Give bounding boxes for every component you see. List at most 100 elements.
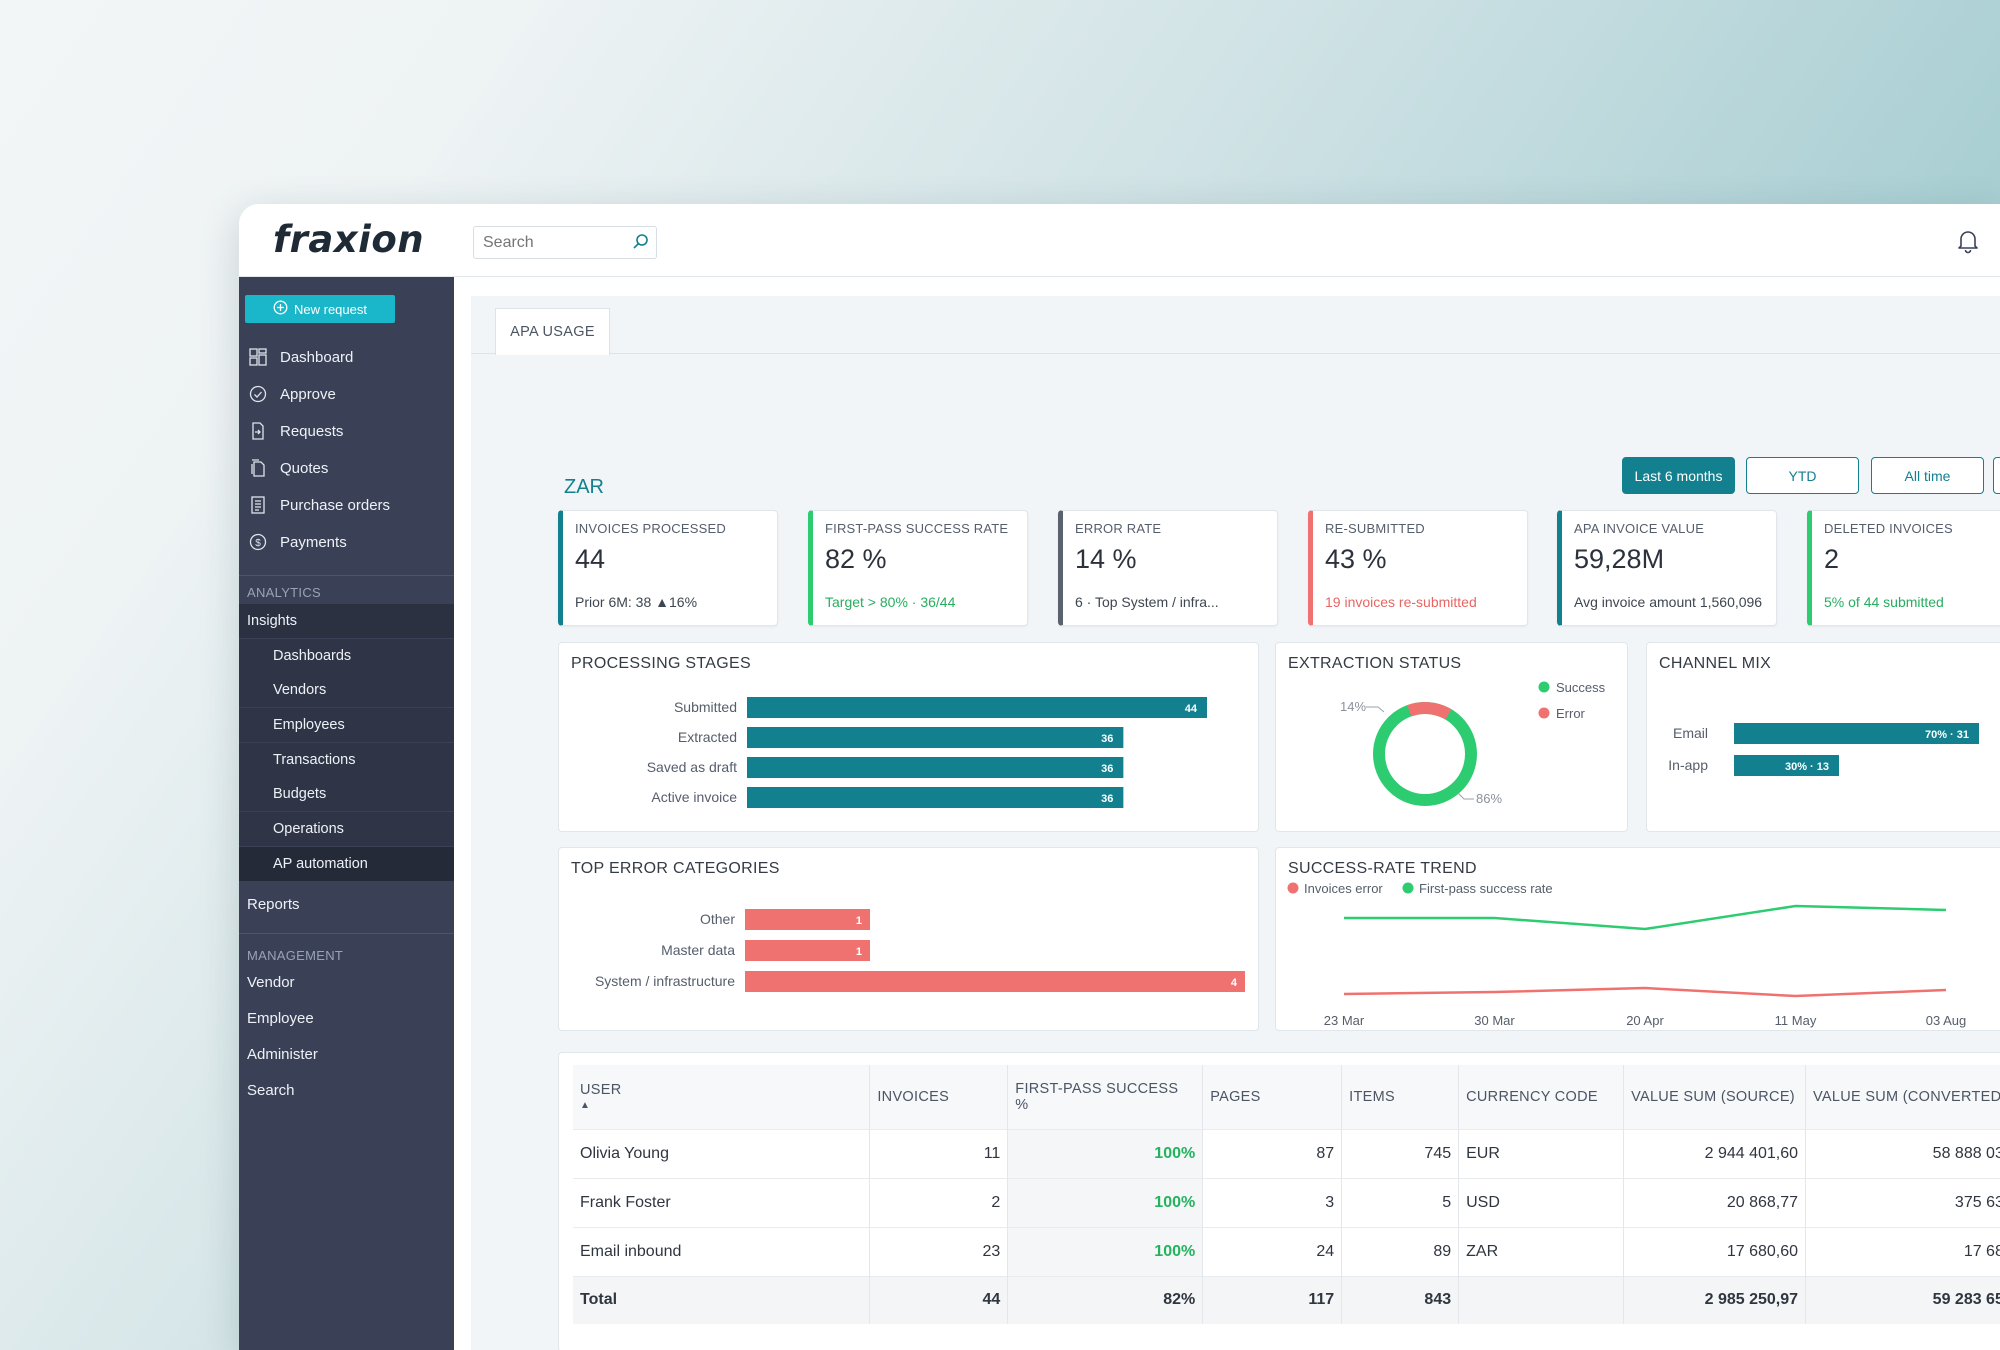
series-line <box>1344 904 1947 931</box>
table-cell: 20 868,77 <box>1623 1177 1807 1227</box>
bar <box>745 909 870 930</box>
kpi-first-pass-success-rate: FIRST-PASS SUCCESS RATE 82 % Target > 80… <box>808 510 1028 626</box>
sidebar: New request Dashboard Approve Requests Q… <box>239 277 454 1350</box>
sidebar-item-quotes[interactable]: Quotes <box>239 452 454 484</box>
table-cell: 100% <box>1007 1177 1204 1227</box>
table-cell: 2 <box>869 1177 1009 1227</box>
legend-label: First-pass success rate <box>1419 881 1553 896</box>
sidebar-subitem-ap-automation[interactable]: AP automation <box>239 847 454 881</box>
sidebar-item-employee[interactable]: Employee <box>247 1009 314 1027</box>
sidebar-item-vendor[interactable]: Vendor <box>247 973 295 991</box>
tab-bar: APA USAGE <box>471 296 2000 355</box>
tab-apa-usage[interactable]: APA USAGE <box>495 308 610 355</box>
panel-title: TOP ERROR CATEGORIES <box>571 860 780 877</box>
kpi-apa-invoice-value: APA INVOICE VALUE 59,28M Avg invoice amo… <box>1557 510 1777 626</box>
sidebar-item-search[interactable]: Search <box>247 1081 295 1099</box>
list-document-icon <box>248 495 268 515</box>
column-header-value-converted[interactable]: VALUE SUM (CONVERTED) <box>1805 1065 2000 1129</box>
fraxion-logo[interactable]: fraxion <box>273 218 425 261</box>
kpi-label: FIRST-PASS SUCCESS RATE <box>825 521 1009 536</box>
sidebar-subitem-dashboards[interactable]: Dashboards <box>239 639 454 673</box>
search-icon[interactable] <box>632 233 650 256</box>
sidebar-item-requests[interactable]: Requests <box>239 415 454 447</box>
new-request-button[interactable]: New request <box>245 295 395 323</box>
search-input[interactable] <box>483 234 623 252</box>
search-box[interactable] <box>473 226 657 259</box>
top-error-categories-panel: TOP ERROR CATEGORIES Other 1 Master data 1 S… <box>558 847 1259 1031</box>
range-all-time-button[interactable]: All time <box>1871 457 1984 494</box>
table-cell: 24 <box>1202 1226 1343 1276</box>
sidebar-divider <box>239 575 454 576</box>
table-cell: USD <box>1458 1177 1625 1227</box>
user-table: USER ▲ INVOICES FIRST-PASS SUCCESS % PAGE… <box>573 1065 2000 1324</box>
table-cell: 3 <box>1202 1177 1343 1227</box>
range-ytd-button[interactable]: YTD <box>1746 457 1859 494</box>
bar <box>747 727 1124 748</box>
bar-category-label: Extracted <box>678 729 737 745</box>
column-header-user[interactable]: USER ▲ <box>573 1065 871 1129</box>
bar-category-label: In-app <box>1668 757 1708 773</box>
legend-label: Success <box>1556 680 1606 695</box>
sidebar-item-approve[interactable]: Approve <box>239 378 454 410</box>
sidebar-item-administer[interactable]: Administer <box>247 1045 318 1063</box>
donut-slice-success <box>1373 702 1477 806</box>
table-row[interactable]: Email inbound 23 100% 24 89 ZAR 17 680,60 17 68… <box>573 1226 2000 1276</box>
bar-value-label: 44 <box>1185 703 1198 715</box>
table-cell: 82% <box>1007 1275 1204 1324</box>
sidebar-item-label: Payments <box>280 533 347 551</box>
column-header-currency-code[interactable]: CURRENCY CODE <box>1458 1065 1625 1129</box>
kpi-re-submitted: RE-SUBMITTED 43 % 19 invoices re-submitt… <box>1308 510 1528 626</box>
sidebar-item-label: Purchase orders <box>280 496 391 514</box>
donut-label-success: 86% <box>1476 791 1502 806</box>
kpi-subtext: 6 · Top System / infra... <box>1075 594 1219 610</box>
sidebar-item-purchase-orders[interactable]: Purchase orders <box>239 489 454 521</box>
bar-value-label: 1 <box>856 915 862 927</box>
bar-category-label: Email <box>1673 725 1708 741</box>
sidebar-subitem-operations[interactable]: Operations <box>239 812 454 846</box>
column-header-first-pass[interactable]: FIRST-PASS SUCCESS % <box>1007 1065 1204 1129</box>
column-header-pages[interactable]: PAGES <box>1202 1065 1343 1129</box>
column-header-value-source[interactable]: VALUE SUM (SOURCE) <box>1623 1065 1807 1129</box>
bar <box>1734 755 1839 776</box>
bar-category-label: Master data <box>661 942 735 958</box>
kpi-label: RE-SUBMITTED <box>1325 521 1425 536</box>
kpi-value: 59,28M <box>1574 544 1665 574</box>
processing-stages-panel: PROCESSING STAGES Submitted 44 Extracted 36… <box>558 642 1259 832</box>
plus-circle-icon <box>273 300 288 318</box>
dollar-circle-icon: $ <box>248 532 268 552</box>
sort-asc-icon[interactable]: ▲ <box>580 1100 591 1112</box>
legend-dot <box>1538 681 1550 693</box>
column-header-invoices[interactable]: INVOICES <box>869 1065 1009 1129</box>
app-window: fraxion New request Dashboard Approve Re… <box>239 204 2000 1350</box>
kpi-value: 2 <box>1824 544 1840 574</box>
sidebar-subitem-employees[interactable]: Employees <box>239 708 454 742</box>
panel-title: SUCCESS-RATE TREND <box>1288 860 1477 877</box>
sidebar-subitem-vendors[interactable]: Vendors <box>239 673 454 707</box>
table-cell: 87 <box>1202 1128 1343 1178</box>
legend-dot <box>1402 882 1414 894</box>
documents-icon <box>248 458 268 478</box>
kpi-label: INVOICES PROCESSED <box>575 521 726 536</box>
kpi-label: DELETED INVOICES <box>1824 521 1953 536</box>
sidebar-item-payments[interactable]: $ Payments <box>239 526 454 558</box>
leader-line <box>1366 706 1385 713</box>
sidebar-subitem-transactions[interactable]: Transactions <box>239 743 454 777</box>
sidebar-item-reports[interactable]: Reports <box>247 895 300 913</box>
legend-label: Error <box>1556 706 1586 721</box>
table-cell: 5 <box>1341 1177 1460 1227</box>
bar-value-label: 30% · 13 <box>1785 761 1829 773</box>
table-row[interactable]: Olivia Young 11 100% 87 745 EUR 2 944 401,60 58… <box>573 1128 2000 1178</box>
legend-label: Invoices error <box>1304 881 1383 896</box>
table-cell: 2 985 250,97 <box>1623 1275 1807 1324</box>
range-more-button[interactable] <box>1993 457 2000 494</box>
bell-icon[interactable] <box>1956 228 1980 259</box>
range-last-6-months-button[interactable]: Last 6 months <box>1622 457 1735 494</box>
channel-mix-chart: Email 70% · 31 In-app 30% · 13 <box>1668 723 1979 776</box>
column-header-items[interactable]: ITEMS <box>1341 1065 1460 1129</box>
sidebar-subitem-budgets[interactable]: Budgets <box>239 777 454 811</box>
sidebar-item-dashboard[interactable]: Dashboard <box>239 341 454 373</box>
table-cell: 745 <box>1341 1128 1460 1178</box>
sidebar-item-insights[interactable]: Insights <box>239 604 454 638</box>
